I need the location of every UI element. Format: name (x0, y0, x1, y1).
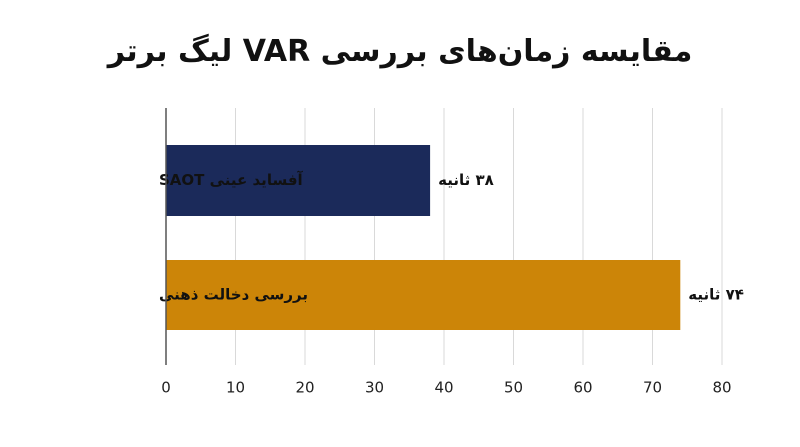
chart-title: مقایسه زمان‌های بررسی VAR لیگ برتر (107, 34, 693, 69)
bar-0 (166, 145, 431, 216)
x-tick-label-40: 40 (434, 379, 453, 397)
x-tick-label-80: 80 (712, 379, 731, 397)
value-label-0: ۳۸ ثانیه (438, 171, 494, 189)
category-label-1: بررسی دخالت ذهنی (159, 286, 308, 304)
x-tick-label-20: 20 (295, 379, 314, 397)
x-tick-label-30: 30 (365, 379, 384, 397)
value-label-1: ۷۴ ثانیه (688, 286, 744, 304)
x-tick-label-70: 70 (643, 379, 662, 397)
bar-1 (166, 260, 681, 330)
x-tick-label-50: 50 (504, 379, 523, 397)
x-tick-label-10: 10 (226, 379, 245, 397)
x-tick-label-0: 0 (161, 379, 171, 397)
category-label-0: آفساید عینی SAOT (159, 171, 304, 189)
x-tick-label-60: 60 (573, 379, 592, 397)
